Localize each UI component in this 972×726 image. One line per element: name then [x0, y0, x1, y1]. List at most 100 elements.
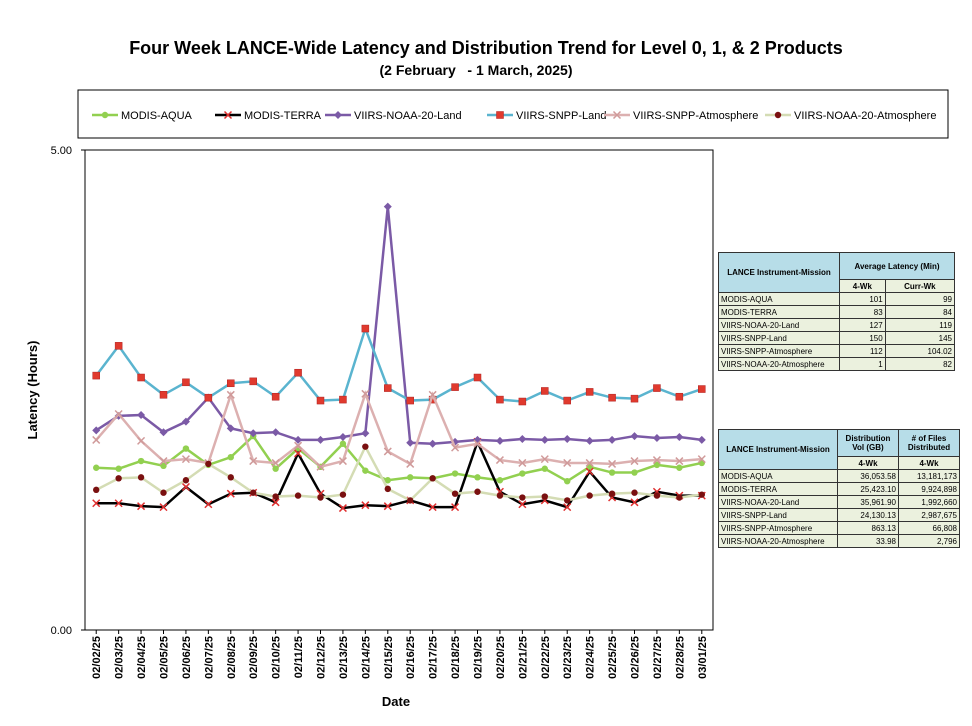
data-point: [114, 409, 123, 419]
x-tick-label: 03/01/25: [697, 636, 709, 679]
x-tick-label: 02/11/25: [293, 636, 305, 678]
data-point: [451, 470, 459, 477]
data-point: [676, 464, 683, 471]
data-point: [159, 457, 168, 466]
data-point: [518, 434, 527, 443]
data-point: [137, 502, 146, 511]
table-cell: VIIRS-NOAA-20-Land: [718, 495, 838, 509]
data-point: [383, 502, 392, 511]
legend-box: [77, 89, 949, 139]
table-cell: 150: [839, 331, 886, 345]
legend-marker: [612, 110, 622, 120]
data-point: [361, 389, 370, 398]
legend-label: MODIS-TERRA: [244, 110, 322, 122]
data-point: [406, 396, 414, 405]
legend-label: VIIRS-SNPP-Atmosphere: [633, 110, 758, 122]
x-tick-label: 02/05/25: [159, 636, 171, 679]
data-point: [563, 503, 572, 512]
data-point: [271, 458, 280, 467]
data-point: [204, 393, 213, 402]
table-cell: 104.02: [884, 344, 956, 358]
legend-label: VIIRS-SNPP-Land: [516, 110, 606, 122]
x-tick-label: 02/12/25: [316, 636, 328, 679]
data-point: [675, 433, 684, 442]
data-point: [159, 503, 168, 512]
series-line: [95, 324, 703, 403]
data-point: [630, 394, 639, 403]
x-axis-label: Date: [382, 694, 410, 709]
data-point: [115, 475, 122, 482]
table-cell: 2,796: [898, 534, 960, 548]
data-point: [272, 465, 279, 472]
table-cell: VIIRS-NOAA-20-Atmosphere: [718, 357, 840, 371]
data-point: [272, 493, 279, 500]
data-point: [93, 486, 100, 494]
table-cell: 66,808: [898, 521, 960, 535]
data-point: [496, 395, 504, 404]
table-cell: 127: [839, 318, 886, 332]
table-cell: 101: [839, 292, 886, 306]
data-point: [496, 492, 504, 499]
data-point: [631, 469, 638, 476]
x-tick-label: 02/03/25: [114, 636, 126, 679]
data-point: [451, 490, 459, 497]
data-point: [159, 391, 168, 399]
table-cell: VIIRS-NOAA-20-Atmosphere: [718, 534, 838, 548]
series-line: [95, 390, 702, 469]
data-point: [406, 438, 415, 447]
data-point: [181, 417, 190, 426]
data-point: [676, 494, 683, 501]
x-tick-label: 02/26/25: [630, 636, 642, 679]
data-point: [383, 202, 392, 211]
data-point: [563, 396, 571, 405]
data-point: [294, 441, 303, 450]
y-tick-label: 5.00: [51, 145, 72, 157]
table-cell: 99: [884, 292, 956, 306]
data-point: [294, 435, 303, 444]
table-cell: 83: [839, 305, 886, 319]
data-point: [271, 428, 280, 437]
table-cell: 863.13: [837, 521, 899, 535]
table-cell: 119: [884, 318, 956, 332]
data-point: [92, 499, 101, 508]
x-tick-label: 02/02/25: [91, 636, 103, 679]
x-tick-label: 02/07/25: [203, 636, 215, 679]
data-point: [563, 458, 572, 467]
table-cell: 1: [839, 357, 886, 371]
data-point: [608, 435, 617, 444]
data-point: [227, 474, 234, 481]
data-point: [249, 457, 258, 466]
x-tick-label: 02/22/25: [540, 636, 552, 679]
data-point: [160, 489, 167, 496]
x-tick-label: 02/09/25: [248, 636, 260, 679]
data-point: [585, 458, 594, 467]
table-cell: VIIRS-NOAA-20-Land: [718, 318, 840, 332]
data-point: [384, 485, 391, 493]
table-cell: 25,423.10: [837, 482, 899, 496]
data-point: [92, 426, 101, 435]
x-tick-label: 02/17/25: [428, 636, 440, 679]
data-point: [338, 433, 347, 442]
data-point: [294, 368, 302, 377]
data-point: [160, 462, 167, 470]
summary-table: LANCE Instrument-Mission Average Latency …: [718, 252, 956, 371]
data-point: [406, 459, 415, 468]
x-tick-label: 02/04/25: [136, 636, 148, 679]
data-point: [675, 392, 684, 401]
data-point: [585, 467, 594, 476]
data-point: [428, 503, 437, 512]
table-cell: Curr-Wk: [884, 279, 956, 293]
data-point: [249, 377, 257, 386]
data-point: [137, 373, 145, 382]
data-point: [473, 439, 482, 448]
data-point: [294, 492, 302, 499]
data-point: [698, 385, 706, 393]
data-point: [249, 429, 258, 438]
data-point: [316, 462, 325, 471]
table-cell: Distribution Vol (GB): [837, 429, 899, 457]
data-point: [182, 445, 190, 452]
table-cell: # of Files Distributed: [898, 429, 960, 457]
data-point: [474, 474, 481, 481]
data-point: [226, 390, 235, 399]
